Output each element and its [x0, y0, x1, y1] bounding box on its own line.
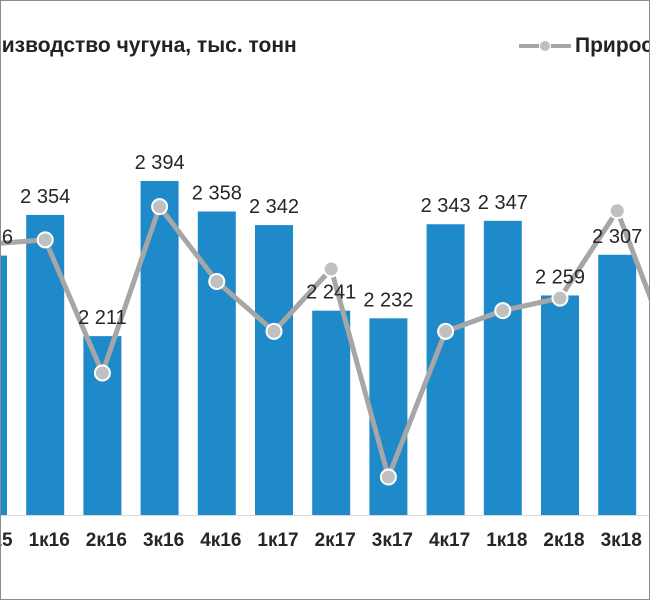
bar-value-label: 2 343 — [421, 195, 471, 217]
bar-value-label: 2 354 — [20, 186, 70, 208]
bar-value-label: 2 211 — [78, 307, 127, 329]
bar-value-label: 2 306 — [1, 227, 13, 249]
bar — [83, 336, 122, 515]
line-marker — [151, 198, 169, 216]
x-tick-label: 1к16 — [29, 530, 70, 551]
bar-value-label: 2 358 — [192, 183, 242, 205]
legend-production-label: Производство чугуна, тыс. тонн — [1, 34, 297, 57]
bar — [541, 295, 579, 515]
x-tick-label: 4к16 — [200, 530, 241, 551]
line-marker — [36, 231, 54, 249]
bar — [26, 214, 65, 515]
x-tick-label: 4к15 — [1, 530, 13, 551]
line-marker — [437, 322, 455, 340]
x-tick-label: 2к18 — [543, 530, 584, 551]
bar-value-label: 2 347 — [478, 192, 528, 214]
bar-value-label: 2 232 — [363, 289, 413, 311]
x-tick-label: 2к17 — [315, 530, 356, 551]
line-marker — [494, 302, 512, 320]
bar — [483, 220, 522, 515]
bar — [312, 310, 351, 515]
bar-value-label: 2 307 — [592, 226, 642, 248]
legend-growth-label: Прирост — [575, 34, 649, 57]
bar — [140, 181, 179, 515]
bar — [255, 225, 293, 515]
x-tick-label: 4к17 — [429, 530, 470, 551]
line-marker — [208, 272, 226, 290]
line-marker — [551, 289, 569, 307]
x-tick-label: 3к16 — [143, 530, 184, 551]
line-marker — [322, 260, 340, 278]
growth-line — [1, 204, 649, 480]
line-marker — [93, 364, 111, 382]
bar-value-label: 2 342 — [249, 196, 299, 218]
line-marker — [265, 322, 283, 340]
x-tick-label: 1к17 — [257, 530, 298, 551]
legend-growth: Прирост — [519, 34, 649, 58]
bar — [197, 211, 236, 515]
bar — [1, 255, 7, 515]
x-tick-label: 3к17 — [372, 530, 413, 551]
bar-value-label: 2 241 — [306, 282, 356, 304]
x-tick-label: 2к16 — [86, 530, 127, 551]
x-tick-label: 3к18 — [601, 530, 642, 551]
legend-line-swatch — [519, 40, 571, 52]
bar — [598, 254, 637, 515]
line-marker — [379, 468, 397, 486]
line-marker — [608, 202, 626, 220]
bar-value-label: 2 394 — [135, 152, 185, 174]
x-tick-label: 1к18 — [486, 530, 527, 551]
bar-value-label: 2 259 — [535, 266, 585, 288]
legend-production: Производство чугуна, тыс. тонн — [1, 34, 297, 58]
